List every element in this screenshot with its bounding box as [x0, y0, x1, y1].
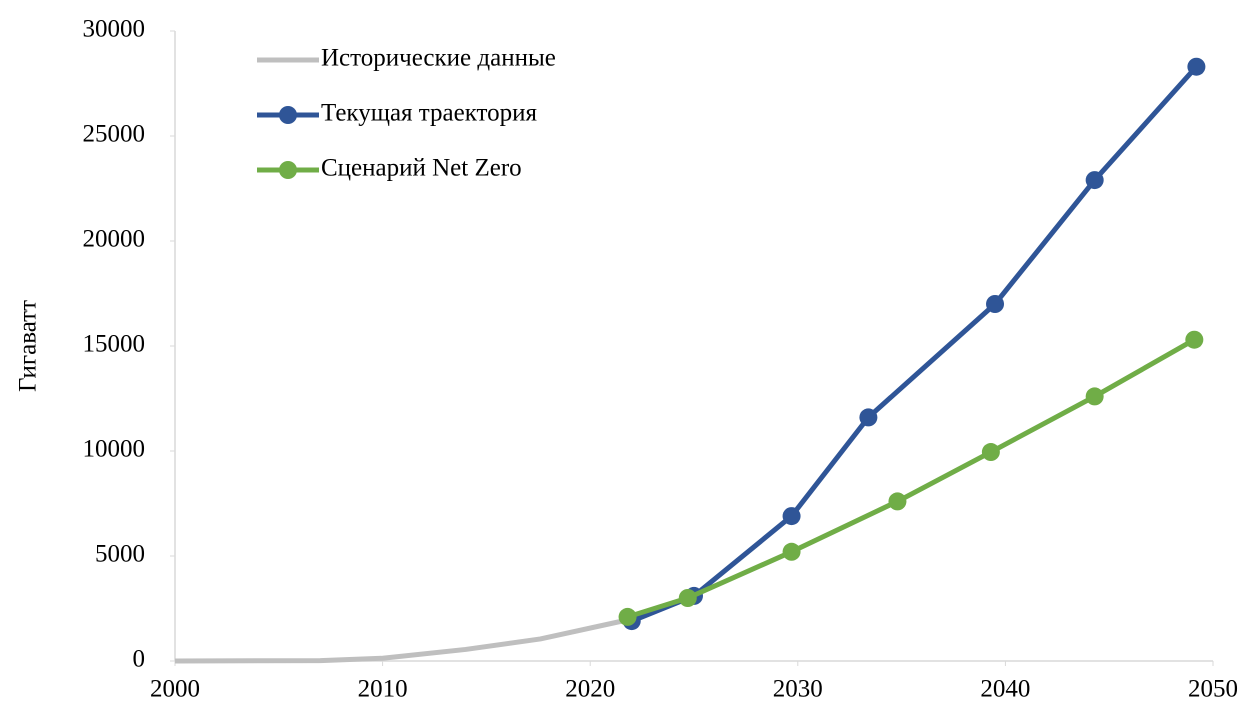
x-tick-label: 2020: [565, 676, 615, 703]
marker: [981, 443, 1000, 462]
x-tick-label: 2010: [358, 676, 408, 703]
marker: [1187, 57, 1206, 76]
y-tick-label: 20000: [83, 226, 146, 253]
marker: [986, 295, 1005, 313]
y-tick-label: 10000: [83, 436, 146, 463]
y-tick-label: 15000: [83, 331, 146, 358]
y-axis-label: Гигаватт: [15, 300, 42, 392]
y-tick-label: 0: [133, 646, 146, 673]
x-tick-label: 2030: [773, 676, 823, 703]
marker: [888, 492, 907, 511]
y-tick-label: 5000: [95, 541, 145, 568]
legend-marker: [279, 161, 297, 179]
marker: [618, 607, 637, 626]
marker: [1085, 171, 1104, 190]
legend-label: Текущая траектория: [321, 100, 538, 127]
legend-marker: [279, 106, 297, 124]
series-line: [174, 616, 633, 664]
marker: [678, 589, 697, 607]
x-tick-label: 2050: [1188, 676, 1238, 703]
legend-label: Сценарий Net Zero: [321, 155, 522, 182]
marker: [1085, 387, 1104, 406]
marker: [1185, 330, 1204, 349]
y-tick-label: 30000: [83, 16, 146, 43]
x-tick-label: 2000: [150, 676, 200, 703]
marker: [859, 408, 878, 427]
legend-label: Исторические данные: [321, 45, 556, 72]
x-tick-label: 2040: [980, 676, 1030, 703]
marker: [782, 542, 801, 561]
series-line: [630, 65, 1199, 624]
y-tick-label: 25000: [83, 121, 146, 148]
marker: [782, 507, 801, 526]
